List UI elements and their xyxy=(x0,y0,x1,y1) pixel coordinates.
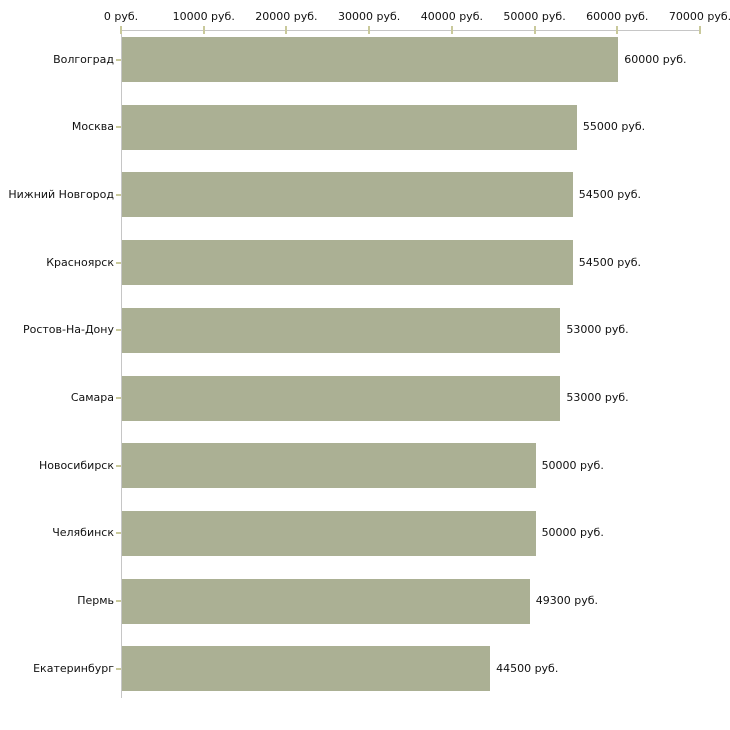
category-label: Новосибирск xyxy=(38,458,114,472)
x-tick-mark xyxy=(616,26,619,34)
value-label: 44500 руб. xyxy=(496,661,559,675)
y-tick-mark xyxy=(116,600,121,603)
category-label: Пермь xyxy=(77,594,114,608)
category-label: Москва xyxy=(71,120,114,134)
y-tick-mark xyxy=(116,193,121,196)
y-tick-mark xyxy=(116,464,121,467)
y-tick-mark xyxy=(116,58,121,61)
bar xyxy=(122,240,573,286)
value-label: 50000 руб. xyxy=(541,526,604,540)
bar xyxy=(122,37,619,82)
category-label: Самара xyxy=(70,391,114,404)
x-tick-label: 70000 руб. xyxy=(668,10,730,23)
category-label: Ростов-На-Дону xyxy=(22,323,114,337)
x-tick-mark xyxy=(533,26,536,34)
bar xyxy=(122,375,561,421)
x-tick-mark xyxy=(285,26,288,34)
x-tick-label: 50000 руб. xyxy=(503,10,566,23)
bar xyxy=(122,578,530,624)
y-axis-line xyxy=(121,30,122,699)
bar xyxy=(122,646,491,692)
category-label: Екатеринбург xyxy=(33,661,114,675)
y-tick-mark xyxy=(116,261,121,264)
x-tick-mark xyxy=(368,26,371,34)
value-label: 50000 руб. xyxy=(541,458,604,472)
y-tick-mark xyxy=(116,126,121,129)
category-label: Красноярск xyxy=(46,255,114,269)
value-label: 55000 руб. xyxy=(582,120,646,134)
y-tick-mark xyxy=(116,532,121,535)
category-label: Нижний Новгород xyxy=(8,187,114,201)
x-tick-label: 30000 руб. xyxy=(338,10,401,23)
category-label: Волгоград xyxy=(53,52,114,66)
x-tick-label: 40000 руб. xyxy=(420,10,483,23)
y-tick-mark xyxy=(116,329,121,332)
bar xyxy=(122,307,561,353)
x-tick-mark xyxy=(120,26,122,34)
category-label: Челябинск xyxy=(52,526,114,540)
bar xyxy=(122,443,536,489)
x-tick-label: 0 руб. xyxy=(103,10,139,23)
x-tick-label: 20000 руб. xyxy=(255,10,318,23)
value-label: 54500 руб. xyxy=(578,255,642,269)
bar xyxy=(122,104,577,150)
x-tick-label: 60000 руб. xyxy=(586,10,649,23)
x-axis-line xyxy=(121,30,700,31)
x-tick-mark xyxy=(202,26,205,34)
value-label: 54500 руб. xyxy=(578,187,642,201)
value-label: 49300 руб. xyxy=(535,594,599,608)
value-label: 53000 руб. xyxy=(566,323,629,337)
value-label: 60000 руб. xyxy=(624,52,687,66)
bar xyxy=(122,510,536,556)
bar xyxy=(122,172,573,218)
x-tick-label: 10000 руб. xyxy=(172,10,235,23)
value-label: 53000 руб. xyxy=(566,391,629,404)
y-tick-mark xyxy=(116,667,121,670)
x-tick-mark xyxy=(450,26,453,34)
x-tick-mark xyxy=(699,26,701,34)
y-tick-mark xyxy=(116,397,121,399)
